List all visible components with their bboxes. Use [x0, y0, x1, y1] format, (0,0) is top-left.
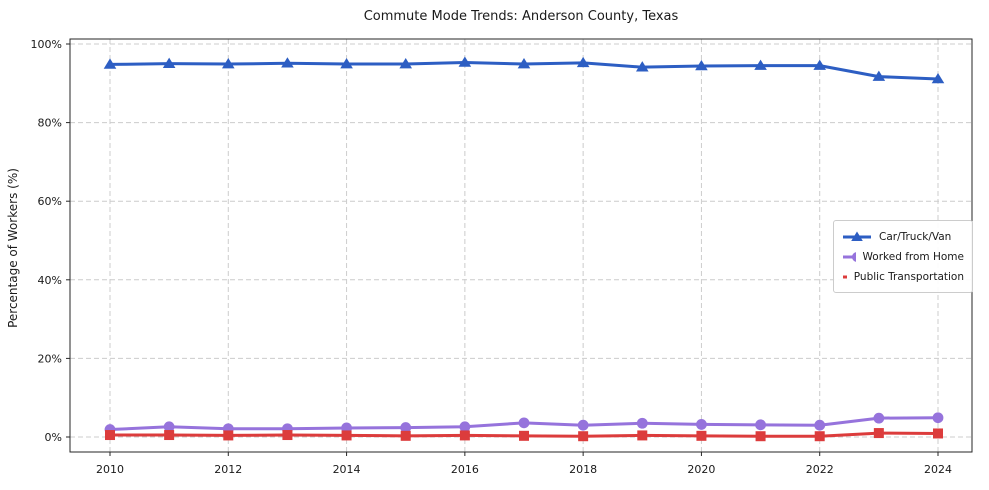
series-marker — [873, 412, 885, 424]
series-marker — [517, 58, 531, 69]
y-tick-label: 80% — [38, 117, 62, 130]
x-tick-label: 2020 — [687, 463, 715, 476]
series-marker — [459, 430, 470, 441]
series-marker — [223, 430, 234, 441]
x-tick-label: 2010 — [96, 463, 124, 476]
series-marker — [755, 431, 766, 442]
series-marker — [459, 421, 471, 433]
legend-item: Car/Truck/Van — [842, 227, 964, 247]
series-marker — [932, 412, 944, 424]
x-tick-label: 2014 — [333, 463, 361, 476]
series-marker — [635, 61, 649, 72]
chart-title: Commute Mode Trends: Anderson County, Te… — [363, 9, 679, 24]
series-marker — [813, 59, 827, 70]
legend-swatch-square-icon — [843, 275, 847, 279]
series-marker — [103, 58, 117, 69]
series-marker — [341, 430, 352, 441]
legend: Car/Truck/Van Worked from Home Public Tran… — [833, 220, 973, 293]
x-tick-label: 2022 — [806, 463, 834, 476]
series-marker — [163, 421, 175, 433]
legend-item: Public Transportation — [842, 267, 964, 287]
series-marker — [340, 58, 353, 69]
series-marker — [814, 419, 826, 431]
x-tick-label: 2018 — [569, 463, 597, 476]
series-marker — [636, 417, 648, 429]
series-marker — [695, 60, 708, 71]
legend-label: Car/Truck/Van — [879, 231, 952, 243]
series-marker — [164, 430, 175, 441]
series-marker — [162, 57, 176, 68]
series-marker — [105, 430, 115, 441]
x-tick-label: 2012 — [214, 463, 242, 476]
legend-swatch-triangle-icon — [843, 231, 871, 241]
x-tick-label: 2024 — [924, 463, 952, 476]
series-marker — [755, 419, 766, 431]
series-marker — [221, 58, 235, 69]
series-marker — [754, 59, 767, 70]
y-tick-label: 40% — [38, 274, 62, 287]
series-marker — [518, 417, 530, 429]
y-tick-label: 60% — [38, 195, 62, 208]
series-marker — [400, 430, 411, 441]
series-marker — [399, 58, 413, 69]
series-marker — [282, 430, 293, 441]
series-marker — [873, 428, 884, 439]
series-marker — [814, 431, 825, 442]
series-marker — [458, 56, 472, 67]
legend-label: Worked from Home — [862, 251, 964, 263]
series-marker — [932, 428, 943, 439]
series-marker — [400, 422, 412, 433]
x-tick-label: 2016 — [451, 463, 479, 476]
y-tick-label: 20% — [38, 352, 62, 365]
legend-label: Public Transportation — [853, 271, 964, 283]
series-marker — [518, 430, 529, 441]
series-marker — [931, 72, 945, 84]
series-marker — [576, 56, 590, 68]
series-marker — [872, 70, 886, 81]
series-marker — [281, 57, 294, 68]
legend-item: Worked from Home — [842, 247, 964, 267]
y-tick-label: 0% — [45, 431, 62, 444]
series-marker — [578, 431, 589, 442]
series-marker — [696, 419, 707, 430]
y-tick-label: 100% — [31, 38, 62, 51]
series-marker — [696, 430, 707, 441]
legend-swatch-circle-icon — [843, 252, 856, 262]
series-marker — [577, 419, 589, 431]
series-marker — [637, 430, 648, 441]
